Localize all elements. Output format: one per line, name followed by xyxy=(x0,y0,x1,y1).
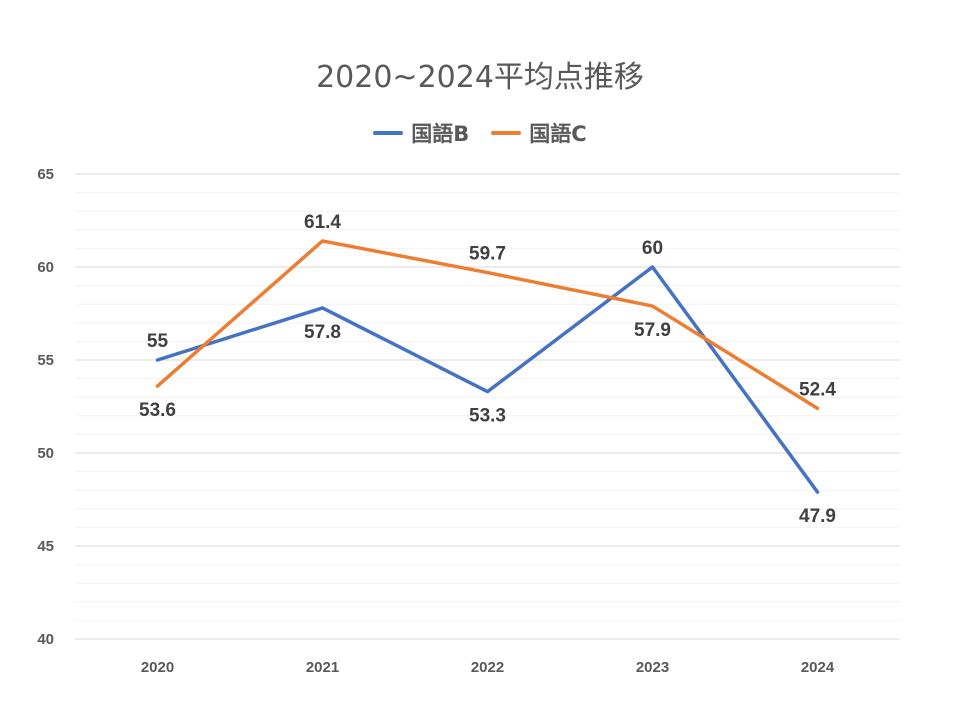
data-label-series-1: 53.6 xyxy=(139,400,176,421)
x-tick-label: 2021 xyxy=(306,659,339,676)
data-label-series-0: 60 xyxy=(642,238,663,259)
series-line-1 xyxy=(155,239,820,411)
legend-swatch-series-0 xyxy=(373,131,404,135)
chart-title: 2020~2024平均点推移 xyxy=(316,60,644,95)
y-tick-label: 40 xyxy=(37,631,54,648)
data-label-series-1: 52.4 xyxy=(799,379,836,400)
legend-label-series-1: 国語C xyxy=(529,122,587,146)
y-tick-label: 45 xyxy=(37,538,54,555)
x-tick-label: 2022 xyxy=(471,659,504,676)
x-tick-label: 2024 xyxy=(801,659,835,676)
data-label-series-0: 47.9 xyxy=(799,506,836,527)
data-label-series-1: 57.9 xyxy=(634,320,671,341)
data-label-series-0: 53.3 xyxy=(469,406,506,427)
data-label-series-0: 57.8 xyxy=(304,322,341,343)
y-tick-label: 65 xyxy=(37,166,54,183)
data-label-series-1: 61.4 xyxy=(304,212,341,233)
x-tick-label: 2020 xyxy=(141,659,174,676)
data-label-series-0: 55 xyxy=(147,331,169,352)
x-tick-label: 2023 xyxy=(636,659,669,676)
legend: 国語B 国語C xyxy=(0,118,960,148)
y-tick-label: 50 xyxy=(37,445,54,462)
y-tick-label: 60 xyxy=(37,259,54,276)
data-label-series-1: 59.7 xyxy=(469,244,506,265)
legend-item-series-1: 国語C xyxy=(491,118,587,148)
legend-item-series-0: 国語B xyxy=(373,118,469,148)
legend-swatch-series-1 xyxy=(491,131,522,135)
legend-label-series-0: 国語B xyxy=(411,122,470,146)
y-tick-label: 55 xyxy=(37,352,54,369)
